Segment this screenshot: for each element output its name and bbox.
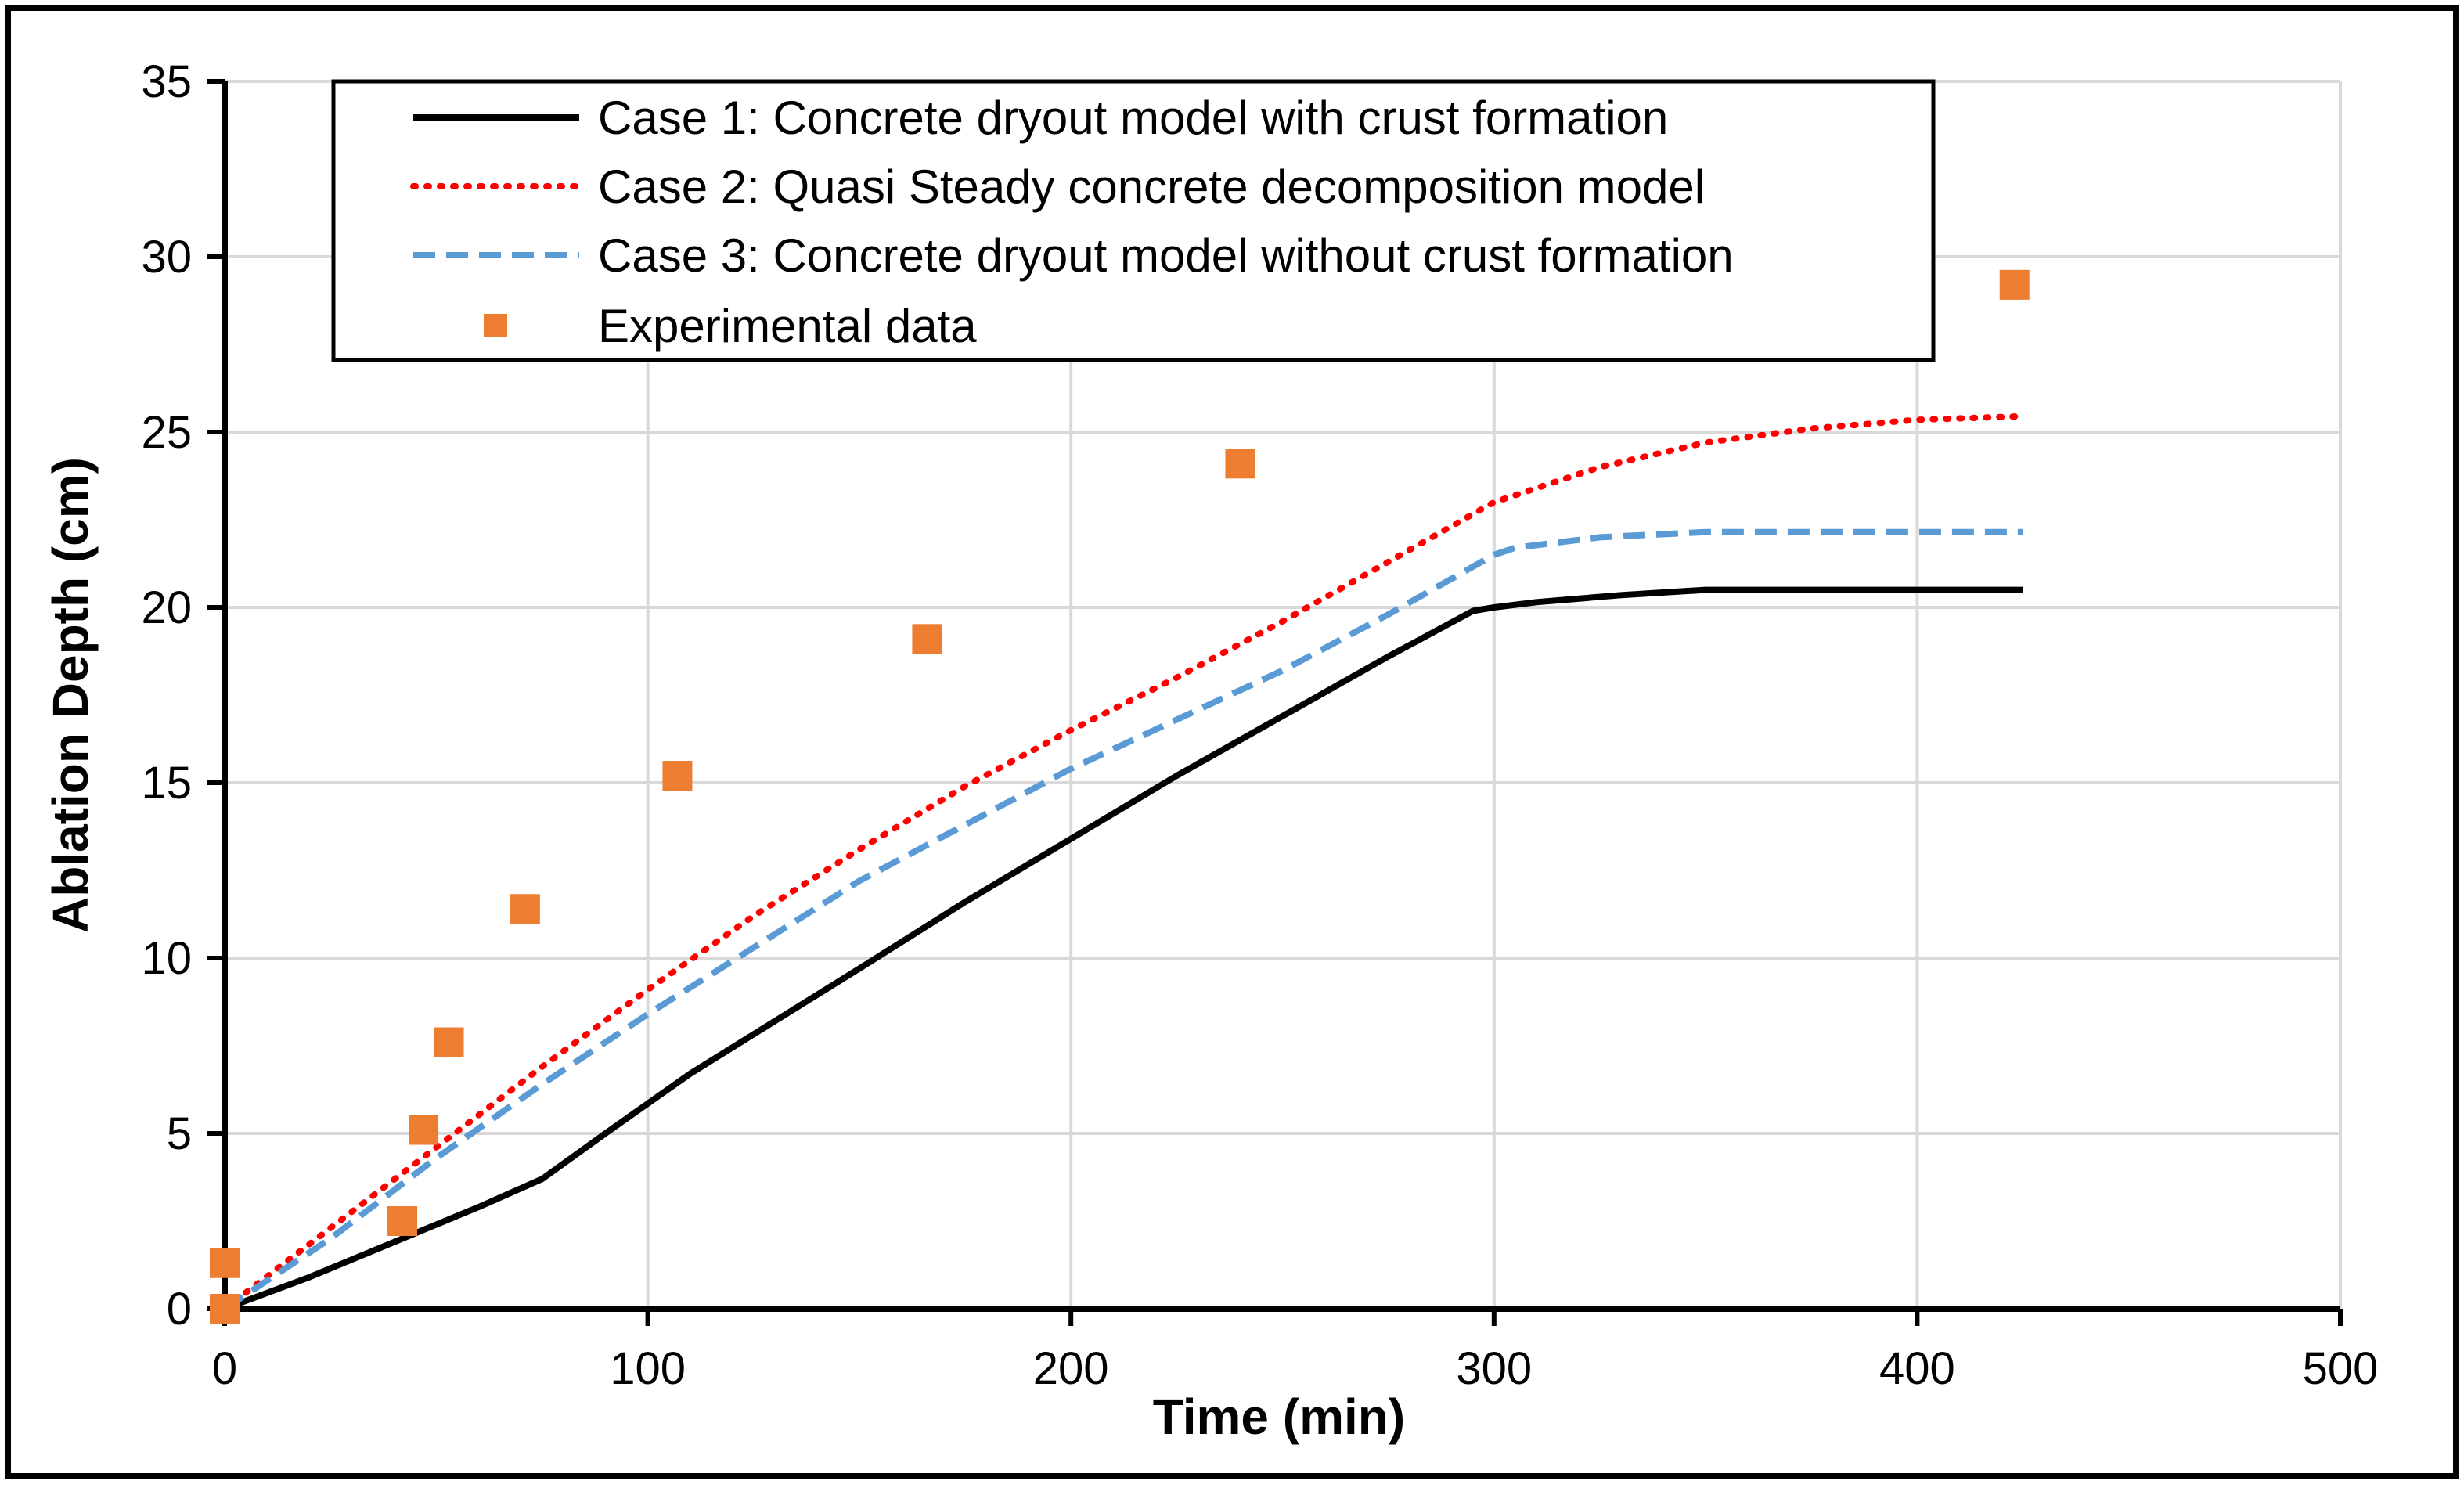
y-tick-label: 10 [141, 933, 192, 984]
experimental-data-point [387, 1206, 418, 1236]
experimental-data-point [210, 1248, 240, 1278]
legend-swatch-experimental [484, 314, 507, 337]
legend-label-case-1: Case 1: Concrete dryout model with crust… [598, 92, 1668, 144]
y-tick-label: 30 [141, 232, 192, 283]
scatter-layer [210, 269, 2030, 1324]
experimental-data-point [662, 761, 693, 791]
experimental-data-point [409, 1115, 439, 1145]
axes [207, 79, 2343, 1326]
x-tick-label: 300 [1456, 1343, 1532, 1394]
series-layer [222, 413, 2026, 1312]
experimental-data-point [912, 624, 942, 654]
y-axis-title: Ablation Depth (cm) [42, 457, 99, 933]
experimental-data-point [510, 894, 540, 924]
experimental-data-point [210, 1294, 240, 1324]
y-tick-label: 25 [141, 407, 192, 458]
legend-box [331, 79, 1936, 362]
experimental-data-point [434, 1027, 464, 1057]
x-tick-label: 0 [212, 1343, 237, 1394]
series-line-case-3 [222, 528, 2023, 1312]
series-line-case-2 [222, 413, 2026, 1312]
legend: Case 1: Concrete dryout model with crust… [331, 79, 1936, 362]
x-tick-label: 500 [2303, 1343, 2379, 1394]
legend-label-case-2: Case 2: Quasi Steady concrete decomposit… [598, 160, 1705, 213]
y-tick-label: 35 [141, 56, 192, 107]
tick-labels: 0 5 10 15 20 25 30 35 0 100 200 300 400 500 [141, 56, 2378, 1394]
experimental-data-point [1999, 269, 2030, 300]
legend-label-experimental: Experimental data [598, 300, 977, 352]
x-axis-title: Time (min) [1153, 1389, 1405, 1445]
legend-label-case-3: Case 3: Concrete dryout model without cr… [598, 229, 1734, 282]
series-line-case-1 [223, 586, 2023, 1312]
y-tick-label: 20 [141, 582, 192, 633]
x-tick-label: 100 [610, 1343, 686, 1394]
x-tick-label: 400 [1879, 1343, 1955, 1394]
x-tick-label: 200 [1033, 1343, 1109, 1394]
y-tick-label: 0 [167, 1284, 192, 1335]
y-tick-label: 5 [167, 1108, 192, 1159]
experimental-data-point [1225, 449, 1255, 479]
y-tick-label: 15 [141, 758, 192, 809]
